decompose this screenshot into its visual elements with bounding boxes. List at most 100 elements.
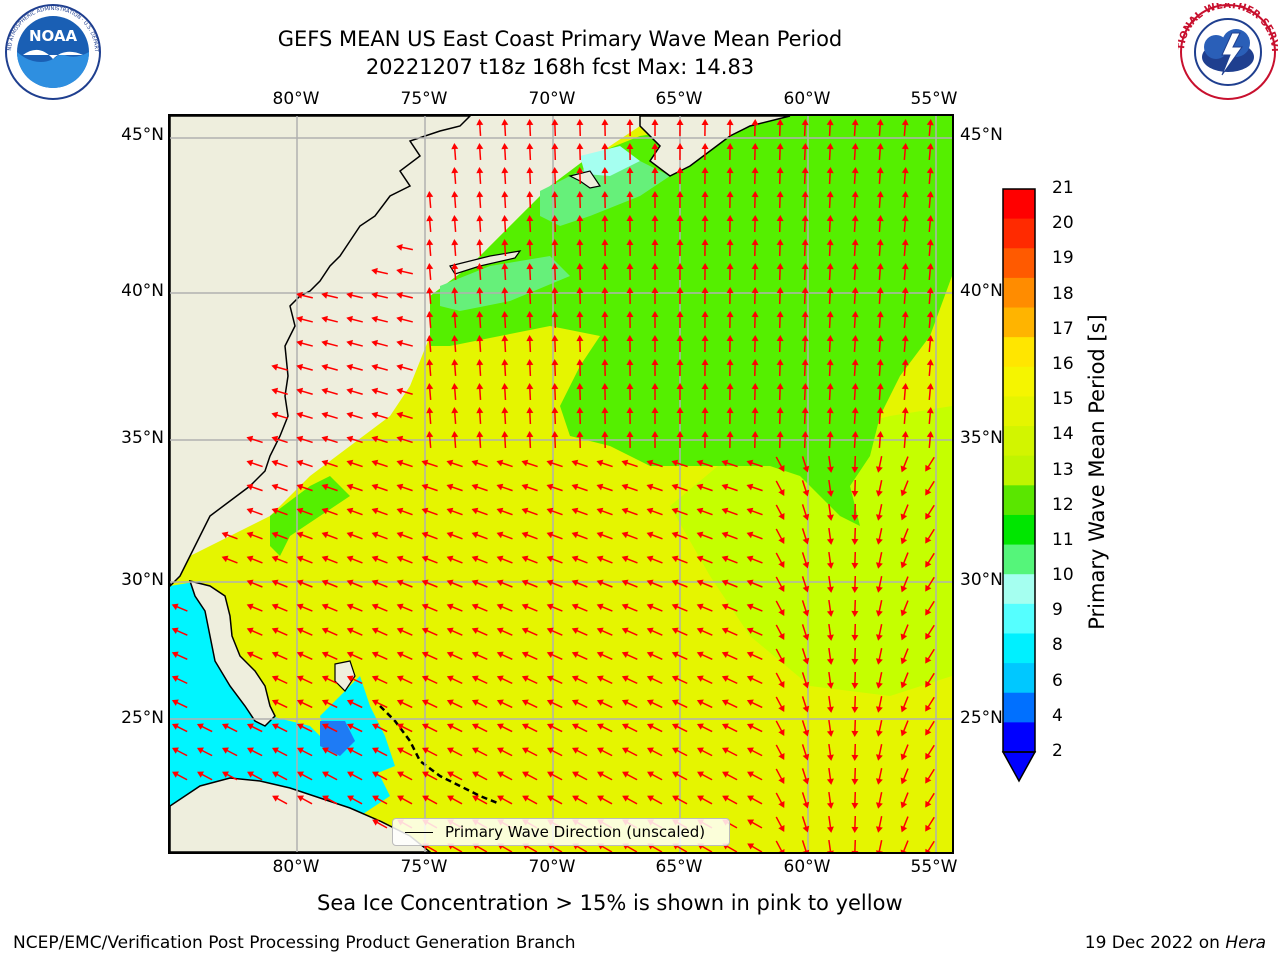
wave-arrow <box>576 407 584 425</box>
wave-arrow <box>671 603 688 612</box>
wave-arrow <box>747 819 763 829</box>
wave-arrow <box>371 723 388 733</box>
wave-arrow <box>271 603 288 612</box>
wave-arrow <box>876 191 884 209</box>
wave-arrow <box>801 359 809 377</box>
wave-arrow <box>576 167 584 185</box>
colorbar-segment <box>1003 426 1035 457</box>
wave-arrow <box>671 627 688 636</box>
wave-arrow <box>676 263 684 281</box>
wave-arrow <box>521 747 538 757</box>
colorbar-segment <box>1003 692 1035 723</box>
wave-arrow <box>826 167 834 185</box>
wave-arrow <box>621 651 638 660</box>
wave-arrow <box>346 315 363 323</box>
wave-arrow <box>647 795 663 805</box>
lon-label-top: 60°W <box>783 89 831 109</box>
wave-arrow <box>672 771 688 781</box>
wave-arrow <box>296 723 313 733</box>
wave-arrow <box>471 579 488 588</box>
wave-arrow <box>775 744 785 760</box>
wave-arrow <box>851 167 859 185</box>
wave-arrow <box>826 551 834 569</box>
wave-arrow <box>826 599 834 617</box>
wave-arrow <box>722 795 738 805</box>
wave-arrow <box>396 363 413 371</box>
wave-arrow <box>571 459 588 468</box>
wave-arrow <box>651 215 659 233</box>
wave-arrow <box>396 435 413 444</box>
wave-arrow <box>626 239 634 257</box>
wave-arrow <box>496 555 513 564</box>
wave-arrow <box>646 531 663 540</box>
wave-arrow <box>801 528 810 545</box>
wave-arrow <box>321 531 338 540</box>
wave-arrow <box>751 191 759 209</box>
wave-arrow <box>296 603 313 612</box>
wave-arrow <box>775 672 785 688</box>
wave-arrow <box>546 675 563 685</box>
wave-arrow <box>471 459 488 468</box>
wave-arrow <box>776 263 784 281</box>
wave-arrow <box>321 579 338 588</box>
wave-arrow <box>801 816 810 833</box>
wave-arrow <box>321 315 338 323</box>
colorbar-segment <box>1003 514 1035 546</box>
wave-arrow <box>446 651 463 660</box>
wave-arrow <box>925 648 935 664</box>
wave-arrow <box>676 383 684 401</box>
wave-arrow <box>397 771 413 781</box>
wave-arrow <box>926 383 934 401</box>
wave-arrow <box>596 531 613 540</box>
wave-arrow <box>296 291 313 299</box>
colorbar-segment <box>1003 248 1035 279</box>
wave-arrow <box>396 531 413 540</box>
wave-arrow <box>851 719 859 737</box>
wave-arrow <box>696 483 713 492</box>
wave-arrow <box>801 576 810 593</box>
wave-arrow <box>851 383 859 401</box>
wave-arrow <box>421 579 438 588</box>
wave-arrow <box>926 311 934 329</box>
wave-arrow <box>601 359 609 377</box>
wave-arrow <box>851 647 859 665</box>
wave-arrow <box>451 359 459 377</box>
wave-arrow <box>696 699 713 709</box>
ocean-light-field <box>670 406 952 696</box>
wave-arrow <box>775 552 785 568</box>
wave-arrow <box>900 696 909 713</box>
wave-arrow <box>701 167 709 185</box>
wave-arrow <box>826 359 834 377</box>
wave-arrow <box>496 459 513 468</box>
wave-arrow <box>446 627 463 636</box>
wave-arrow <box>775 816 785 832</box>
lat-label-left: 25°N <box>121 708 164 728</box>
wave-arrow <box>446 603 463 612</box>
wave-arrow <box>851 695 859 713</box>
wave-arrow <box>726 383 734 401</box>
wave-arrow <box>901 263 909 281</box>
wave-arrow <box>746 459 763 468</box>
wave-arrow <box>271 507 288 516</box>
wave-arrow <box>446 555 463 564</box>
wave-arrow <box>775 576 785 592</box>
wave-arrow <box>321 363 338 371</box>
wave-arrow <box>721 627 738 636</box>
wave-arrow <box>676 191 684 209</box>
wave-arrow <box>451 311 459 329</box>
wave-arrow <box>646 651 663 660</box>
wave-arrow <box>851 551 859 569</box>
wave-arrow <box>775 480 785 496</box>
wave-arrow <box>646 627 663 636</box>
wave-arrow <box>501 287 509 305</box>
lon-label-top: 65°W <box>655 89 703 109</box>
wave-arrow <box>371 315 388 323</box>
wave-arrow <box>397 795 413 805</box>
wave-arrow <box>596 723 613 733</box>
wave-arrow <box>476 287 484 305</box>
wave-arrow <box>546 723 563 733</box>
wave-arrow <box>596 627 613 636</box>
wave-arrow <box>900 792 909 809</box>
wave-arrow <box>826 671 834 689</box>
wave-arrow <box>801 552 810 569</box>
